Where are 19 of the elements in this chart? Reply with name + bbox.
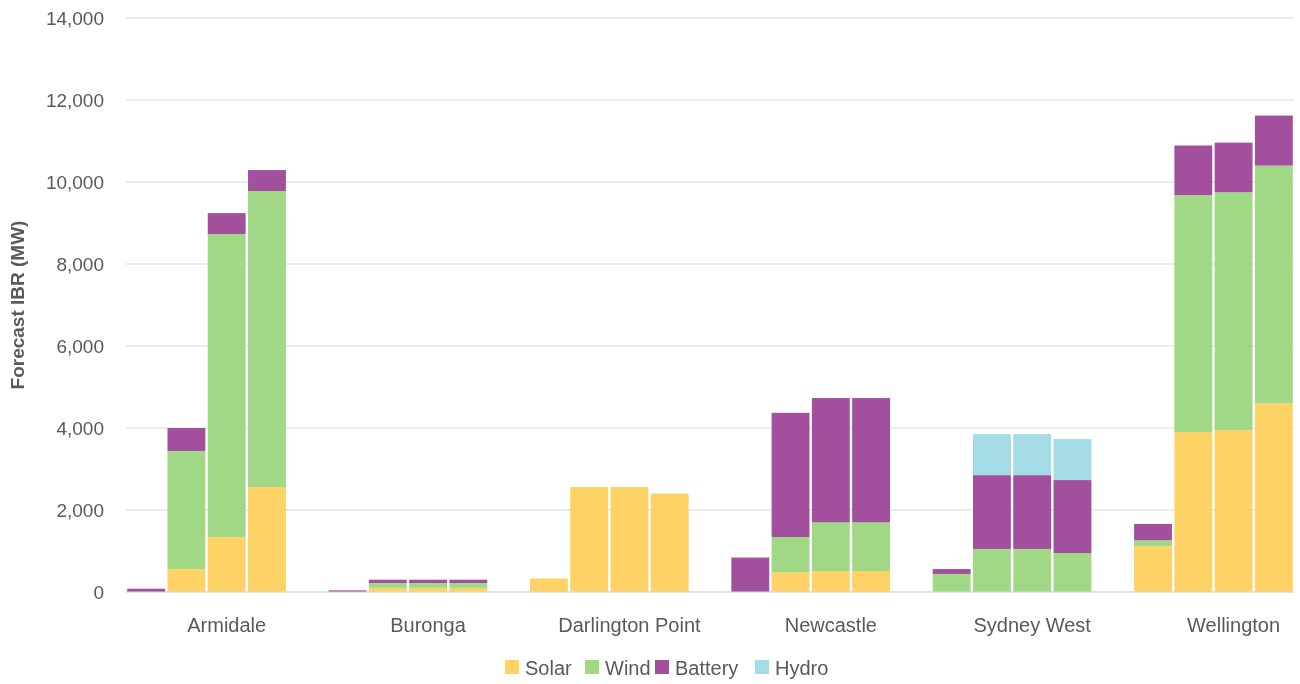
legend-label: Battery [675, 657, 739, 679]
x-tick-label: Wellington [1187, 614, 1281, 636]
y-tick-label: 0 [93, 581, 104, 603]
legend-label: Hydro [775, 657, 829, 679]
x-tick-label: Armidale [187, 614, 267, 636]
legend-label: Solar [525, 657, 573, 679]
y-tick-label: 12,000 [45, 89, 104, 111]
y-tick-label: 6,000 [56, 335, 104, 357]
x-tick-label: Sydney West [973, 614, 1092, 636]
y-tick-label: 8,000 [56, 253, 104, 275]
y-axis-title: Forecast IBR (MW) [7, 220, 28, 390]
y-tick-label: 4,000 [56, 417, 104, 439]
legend-label: Wind [605, 657, 651, 679]
x-tick-label: Buronga [390, 614, 467, 636]
y-tick-label: 2,000 [56, 499, 104, 521]
x-tick-label: Darlington Point [558, 614, 702, 636]
y-tick-label: 14,000 [45, 7, 104, 29]
x-tick-label: Newcastle [784, 614, 877, 636]
y-tick-label: 10,000 [45, 171, 104, 193]
